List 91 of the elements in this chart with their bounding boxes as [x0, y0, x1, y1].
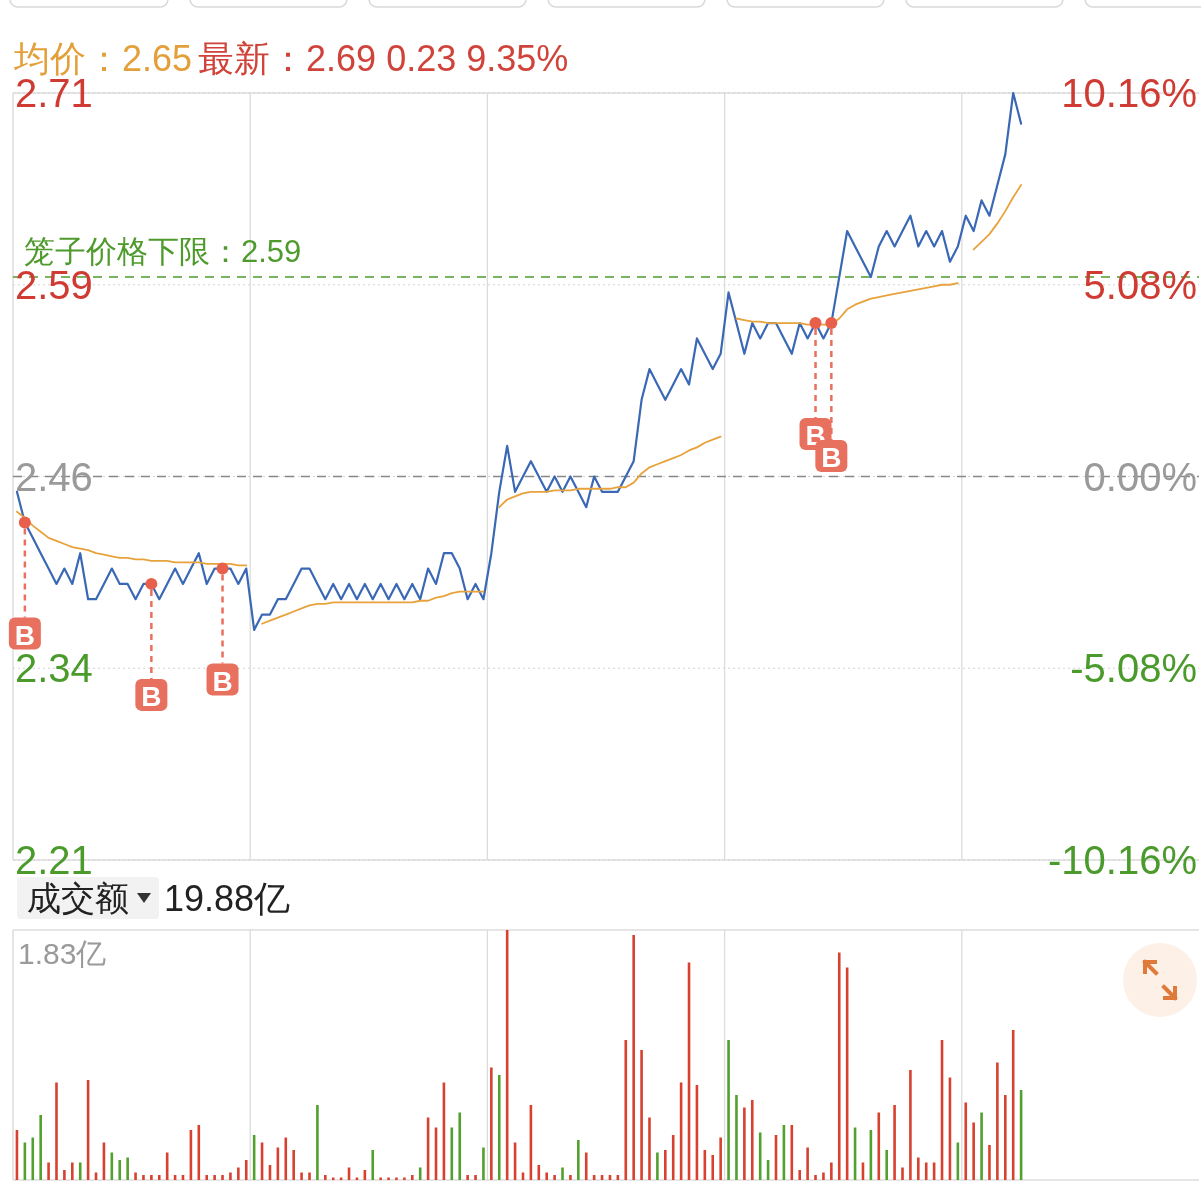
bar	[553, 1175, 556, 1180]
bar	[78, 1162, 82, 1180]
bar	[885, 1150, 888, 1180]
chart-subtitle: 最新：2.69 0.23 9.35%	[198, 38, 569, 79]
bar	[142, 1175, 145, 1180]
y2-tick-label: -10.16%	[1048, 838, 1197, 882]
bar	[988, 1145, 991, 1180]
bar	[624, 1040, 628, 1180]
bar	[71, 1162, 74, 1180]
bar	[466, 1175, 469, 1180]
bar	[719, 1137, 722, 1180]
bar	[830, 1162, 833, 1180]
bar	[157, 1175, 161, 1180]
bar	[490, 1067, 493, 1180]
bar	[308, 1172, 311, 1180]
bar	[648, 1117, 651, 1180]
bar	[893, 1105, 896, 1180]
bar	[806, 1147, 809, 1180]
bar	[237, 1167, 240, 1180]
chart-title: 成交额	[27, 879, 129, 917]
bar	[964, 1102, 968, 1180]
bar	[917, 1157, 920, 1180]
y2-tick-label: 5.08%	[1083, 262, 1197, 307]
bar	[410, 1175, 414, 1180]
bar	[671, 1135, 675, 1180]
point	[145, 577, 158, 590]
y2-tick-label: 0.00%	[1083, 454, 1197, 499]
bar	[292, 1150, 295, 1180]
bar	[229, 1172, 232, 1180]
bar	[727, 1040, 730, 1180]
y-tick-label: 2.21	[15, 838, 93, 882]
data-label: B	[212, 665, 233, 697]
bar	[63, 1170, 66, 1180]
bar	[640, 1050, 643, 1180]
bar	[537, 1165, 541, 1180]
bar	[901, 1167, 904, 1180]
bar	[150, 1175, 153, 1180]
y2-tick-label: 10.16%	[1061, 71, 1197, 115]
bar	[561, 1167, 564, 1180]
data-label: B	[141, 680, 162, 712]
bar	[300, 1172, 303, 1180]
bar	[980, 1112, 983, 1180]
bar	[822, 1172, 825, 1180]
bar	[55, 1082, 58, 1180]
bar	[577, 1140, 580, 1180]
chart-subtitle: 19.88亿	[164, 878, 291, 919]
bar	[924, 1162, 928, 1180]
bar	[244, 1160, 248, 1180]
point	[216, 562, 229, 575]
bar	[482, 1147, 485, 1180]
bar	[213, 1175, 216, 1180]
bar	[474, 1175, 477, 1180]
bar	[972, 1122, 975, 1180]
point	[825, 317, 838, 330]
bar	[205, 1175, 209, 1180]
bar	[798, 1170, 802, 1180]
bar	[735, 1095, 738, 1180]
bar	[584, 1152, 588, 1180]
point	[18, 516, 31, 529]
bar	[371, 1150, 375, 1180]
bar	[750, 1100, 754, 1180]
bar	[664, 1150, 667, 1180]
bar	[656, 1152, 659, 1180]
bar	[814, 1175, 817, 1180]
bar	[877, 1112, 881, 1180]
bar	[909, 1070, 912, 1180]
bar	[126, 1157, 129, 1180]
bar	[1003, 1095, 1007, 1180]
bar	[31, 1137, 35, 1180]
bar	[39, 1115, 42, 1180]
bar	[221, 1175, 224, 1180]
bar	[284, 1137, 288, 1180]
bar	[711, 1155, 715, 1180]
bar	[458, 1112, 462, 1180]
y2-tick-label: -5.08%	[1070, 646, 1197, 691]
bar	[632, 935, 635, 1180]
bar	[134, 1172, 137, 1180]
y-tick-label: 2.46	[15, 454, 93, 499]
bar	[47, 1162, 50, 1180]
bar	[316, 1105, 319, 1180]
point	[809, 317, 822, 330]
bar	[497, 1075, 501, 1180]
bar	[743, 1107, 746, 1180]
bar	[996, 1062, 999, 1180]
bar	[545, 1172, 548, 1180]
annotation: 1.83亿	[18, 937, 107, 970]
bar	[837, 952, 841, 1180]
bar	[569, 1175, 572, 1180]
data-label: B	[821, 442, 842, 474]
bar	[118, 1160, 122, 1180]
bar	[324, 1175, 327, 1180]
